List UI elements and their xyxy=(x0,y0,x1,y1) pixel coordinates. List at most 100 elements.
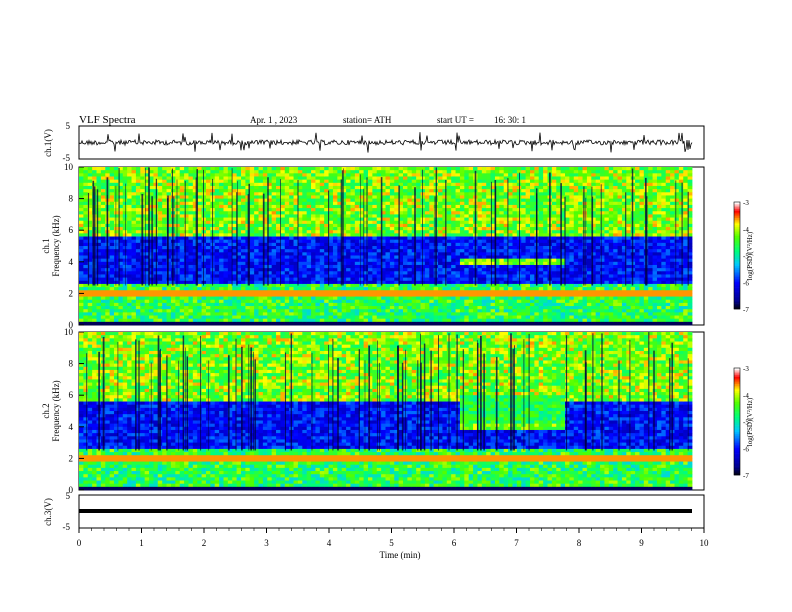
spectrogram-cell xyxy=(127,217,132,222)
spectrogram-cell xyxy=(315,176,321,181)
spectrogram-cell xyxy=(451,217,456,222)
spectrogram-cell xyxy=(175,236,181,241)
spectrogram-cell xyxy=(284,236,290,241)
spectrogram-cell xyxy=(494,283,500,288)
spectrogram-cell xyxy=(223,306,229,310)
spectrogram-cell xyxy=(306,318,312,323)
spectrogram-cell xyxy=(332,176,338,181)
spectrogram-cell xyxy=(188,309,194,313)
spectrogram-cell xyxy=(184,242,189,247)
spectrogram-cell xyxy=(398,309,404,313)
spectrogram-cell xyxy=(438,195,443,199)
spectrogram-cell xyxy=(398,220,404,225)
spectrogram-cell xyxy=(188,198,194,203)
spectrogram-cell xyxy=(118,173,124,177)
spectrogram-cell xyxy=(96,293,102,297)
spectrogram-cell xyxy=(170,268,176,272)
spectrogram-cell xyxy=(332,296,338,301)
spectrogram-cell xyxy=(271,227,277,231)
spectrogram-cell xyxy=(306,230,312,234)
spectrogram-cell xyxy=(192,239,198,244)
spectrogram-cell xyxy=(118,258,124,263)
spectrogram-cell xyxy=(258,179,264,184)
spectrogram-cell xyxy=(499,236,505,241)
spectrogram-cell xyxy=(135,223,141,228)
spectrogram-cell xyxy=(508,309,513,313)
spectrogram-cell xyxy=(468,198,474,203)
spectrogram-cell xyxy=(403,223,408,228)
spectrogram-cell xyxy=(459,170,465,174)
spectrogram-cell xyxy=(131,255,137,260)
spectrogram-cell xyxy=(354,293,360,297)
spectrogram-cell xyxy=(302,204,308,209)
spectrogram-cell xyxy=(245,287,251,291)
spectrogram-cell xyxy=(170,302,176,307)
spectrogram-cell xyxy=(486,283,491,288)
spectrogram-cell xyxy=(389,261,395,266)
spectrogram-cell xyxy=(100,283,106,288)
spectrogram-cell xyxy=(451,220,456,225)
spectrogram-cell xyxy=(249,220,255,225)
spectrogram-cell xyxy=(451,242,456,247)
spectrogram-cell xyxy=(420,274,426,278)
spectrogram-cell xyxy=(394,192,400,196)
spectrogram-cell xyxy=(459,217,465,222)
spectrogram-cell xyxy=(398,195,404,199)
spectrogram-cell xyxy=(166,258,172,263)
spectrogram-cell xyxy=(363,283,369,288)
spectrogram-cell xyxy=(227,296,233,301)
spectrogram-cell xyxy=(494,264,500,269)
spectrogram-cell xyxy=(490,211,496,215)
spectrogram-cell xyxy=(100,170,106,174)
spectrogram-cell xyxy=(438,201,443,206)
spectrogram-cell xyxy=(486,201,491,206)
spectrogram-cell xyxy=(302,179,308,184)
spectrogram-cell xyxy=(332,255,338,260)
spectrogram-cell xyxy=(337,255,343,260)
spectrogram-cell xyxy=(192,236,198,241)
spectrogram-cell xyxy=(245,290,251,294)
spectrogram-cell xyxy=(455,306,461,310)
spectrogram-cell xyxy=(284,176,290,181)
spectrogram-cell xyxy=(162,280,167,285)
spectrogram-cell xyxy=(438,230,443,234)
spectrogram-cell xyxy=(87,214,93,218)
spectrogram-cell xyxy=(127,230,132,234)
spectrogram-cell xyxy=(455,255,461,260)
spectrogram-cell xyxy=(100,192,106,196)
spectrogram-cell xyxy=(87,283,93,288)
spectrogram-cell xyxy=(197,236,202,241)
spectrogram-cell xyxy=(284,293,290,297)
spectrogram-cell xyxy=(446,296,452,301)
spectrogram-cell xyxy=(319,255,325,260)
spectrogram-cell xyxy=(508,258,513,263)
spectrogram-cell xyxy=(451,192,456,196)
spectrogram-cell xyxy=(508,261,513,266)
spectrogram-cell xyxy=(306,309,312,313)
spectrogram-cell xyxy=(328,223,334,228)
spectrogram-cell xyxy=(490,236,496,241)
spectrogram-cell xyxy=(276,239,281,244)
spectrogram-cell xyxy=(79,283,84,288)
spectrogram-cell xyxy=(223,233,229,237)
spectrogram-cell xyxy=(96,176,102,181)
spectrogram-cell xyxy=(254,280,259,285)
spectrogram-cell xyxy=(499,309,505,313)
spectrogram-cell xyxy=(162,318,167,323)
spectrogram-cell xyxy=(398,189,404,193)
spectrogram-cell xyxy=(162,261,167,266)
spectrogram-cell xyxy=(490,204,496,209)
spectrogram-cell xyxy=(109,271,115,275)
spectrogram-cell xyxy=(293,201,299,206)
spectrogram-cell xyxy=(289,214,294,218)
spectrogram-cell xyxy=(464,296,470,301)
spectrogram-cell xyxy=(407,204,413,209)
spectrogram-cell xyxy=(92,170,97,174)
spectrogram-cell xyxy=(192,189,198,193)
spectrogram-cell xyxy=(311,220,316,225)
spectrogram-cell xyxy=(118,312,124,316)
spectrogram-cell xyxy=(254,176,259,181)
spectrogram-cell xyxy=(276,302,281,307)
spectrogram-cell xyxy=(114,182,119,187)
spectrogram-cell xyxy=(197,195,202,199)
